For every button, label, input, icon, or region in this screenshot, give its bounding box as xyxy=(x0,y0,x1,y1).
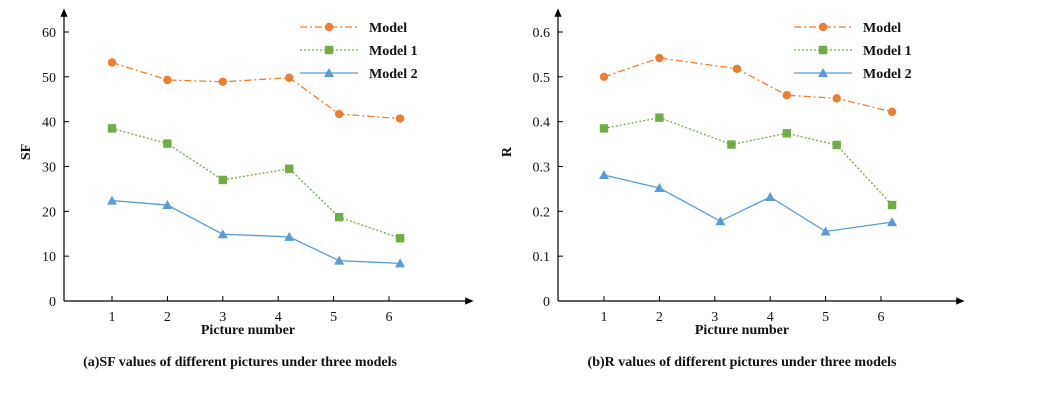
legend-label: Model 2 xyxy=(863,67,912,82)
legend-label: Model 1 xyxy=(863,44,912,59)
x-tick-label: 2 xyxy=(164,310,171,325)
chart-r: 0 0.1 0.2 0.3 0.4 0.5 0.6 1 2 3 4 5 6 Picture number R… xyxy=(500,8,965,370)
data-point xyxy=(162,200,173,210)
legend-marker xyxy=(818,45,828,55)
data-point xyxy=(395,234,405,243)
x-tick-label: 4 xyxy=(767,310,774,325)
data-point xyxy=(655,53,664,63)
y-tick-label: 10 xyxy=(42,250,56,265)
legend-marker xyxy=(324,68,334,77)
data-point xyxy=(715,216,726,226)
y-tick-label: 0.4 xyxy=(533,116,551,131)
x-tick-label: 3 xyxy=(219,310,226,325)
data-point xyxy=(782,129,792,138)
x-tick-label: 3 xyxy=(711,310,718,325)
x-axis-label: Picture number xyxy=(201,323,295,338)
legend-marker xyxy=(818,22,828,32)
data-point xyxy=(285,73,294,82)
legend-marker xyxy=(324,45,334,55)
series-model xyxy=(107,58,405,123)
x-tick-label: 5 xyxy=(822,310,829,325)
data-point xyxy=(599,170,609,180)
data-point xyxy=(334,109,344,119)
y-tick-label: 0 xyxy=(543,295,550,310)
data-point xyxy=(820,226,831,236)
legend-marker xyxy=(818,68,828,77)
legend-label: Model 2 xyxy=(369,67,418,82)
legend-label: Model xyxy=(863,21,901,36)
data-point xyxy=(217,229,228,239)
data-point xyxy=(107,58,117,67)
data-point xyxy=(887,200,897,210)
data-point xyxy=(163,139,172,148)
series-line xyxy=(111,61,401,120)
series-model-2 xyxy=(107,195,406,268)
data-point xyxy=(727,140,736,149)
data-point xyxy=(163,75,172,85)
x-tick-label: 2 xyxy=(656,310,663,325)
data-point xyxy=(395,114,405,123)
data-point xyxy=(285,164,294,173)
legend-label: Model 1 xyxy=(369,44,418,59)
chart-caption: (b)R values of different pictures under … xyxy=(588,355,897,370)
y-tick-label: 0.6 xyxy=(533,26,551,41)
y-axis-label: R xyxy=(500,146,515,157)
data-point xyxy=(395,258,406,268)
chart-sf: 0 10 20 30 40 50 60 1 2 3 4 5 6 Picture number SF (a)SF… xyxy=(19,8,474,370)
x-tick-label: 6 xyxy=(878,310,885,325)
series-model-1 xyxy=(107,124,405,243)
data-point xyxy=(832,140,841,150)
y-tick-label: 20 xyxy=(42,205,56,220)
x-tick-label: 1 xyxy=(109,310,116,325)
y-tick-label: 0.3 xyxy=(533,161,551,176)
series-line xyxy=(111,127,401,239)
data-point xyxy=(218,77,227,86)
x-tick-label: 4 xyxy=(275,310,282,325)
legend-marker xyxy=(324,22,334,32)
y-tick-label: 60 xyxy=(42,26,56,41)
x-tick-label: 5 xyxy=(330,310,337,325)
data-point xyxy=(218,175,227,185)
data-point xyxy=(599,124,609,133)
y-tick-label: 30 xyxy=(42,161,56,176)
chart-caption: (a)SF values of different pictures under… xyxy=(83,355,397,370)
series-line xyxy=(603,57,893,113)
data-point xyxy=(334,212,344,222)
data-point xyxy=(655,113,664,122)
series-line xyxy=(111,199,401,264)
data-point xyxy=(334,255,345,265)
series-model-2 xyxy=(599,170,898,236)
data-point xyxy=(782,91,792,100)
series-model xyxy=(599,53,897,117)
x-tick-label: 6 xyxy=(386,310,393,325)
data-point xyxy=(732,64,742,73)
x-tick-label: 1 xyxy=(601,310,608,325)
series-line xyxy=(603,116,893,206)
x-axis-label: Picture number xyxy=(695,323,789,338)
y-axis-label: SF xyxy=(19,144,34,160)
data-point xyxy=(765,191,776,201)
data-point xyxy=(107,124,117,133)
y-tick-label: 0.2 xyxy=(533,205,551,220)
data-point xyxy=(107,195,117,205)
y-tick-label: 0.5 xyxy=(533,71,551,86)
data-point xyxy=(599,72,609,82)
y-tick-label: 0.1 xyxy=(533,250,551,265)
legend-label: Model xyxy=(369,21,407,36)
series-line xyxy=(603,174,893,233)
y-tick-label: 50 xyxy=(42,71,56,86)
data-point xyxy=(284,231,295,241)
data-point xyxy=(654,183,665,193)
data-point xyxy=(832,94,841,103)
series-model-1 xyxy=(599,113,897,210)
y-tick-label: 40 xyxy=(42,116,56,131)
data-point xyxy=(887,217,898,227)
y-tick-label: 0 xyxy=(49,295,56,310)
data-point xyxy=(887,107,897,117)
